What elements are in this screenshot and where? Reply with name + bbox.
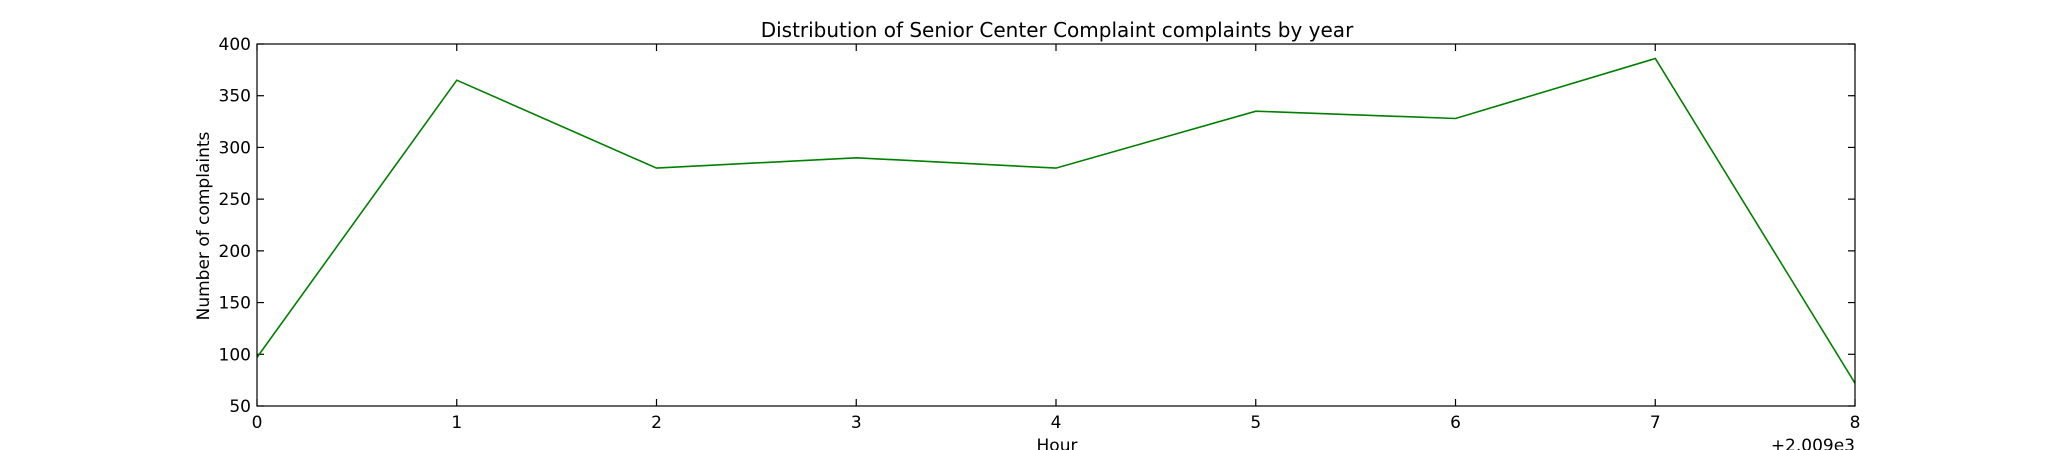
x-tick-label: 5	[1250, 413, 1261, 433]
x-tick-label: 6	[1450, 413, 1461, 433]
x-tick-label: 3	[851, 413, 862, 433]
y-tick-label: 300	[219, 138, 251, 158]
chart-title: Distribution of Senior Center Complaint …	[761, 18, 1354, 42]
axis-ticks: 0 1 2 3 4 5 6 7 8 50 100 150 200 250 300 350 400	[219, 35, 1861, 433]
x-tick-label: 2	[651, 413, 662, 433]
x-tick-label: 1	[451, 413, 462, 433]
x-tick-label: 7	[1650, 413, 1661, 433]
x-tick-label: 8	[1850, 413, 1861, 433]
y-tick-label: 350	[219, 87, 251, 107]
x-axis-offset-label: +2.009e3	[1771, 436, 1855, 450]
y-tick-label: 400	[219, 35, 251, 55]
plot-area-frame	[256, 43, 1856, 407]
y-tick-label: 250	[219, 190, 251, 210]
series-line	[256, 57, 1856, 384]
x-axis-label: Hour	[1037, 436, 1078, 450]
y-tick-label: 50	[229, 397, 251, 417]
y-tick-label: 200	[219, 242, 251, 262]
y-tick-label: 100	[219, 345, 251, 365]
x-tick-label: 4	[1051, 413, 1062, 433]
y-tick-label: 150	[219, 294, 251, 314]
y-axis-label: Number of complaints	[194, 131, 214, 320]
series-layer	[256, 57, 1856, 384]
x-tick-label: 0	[252, 413, 263, 433]
